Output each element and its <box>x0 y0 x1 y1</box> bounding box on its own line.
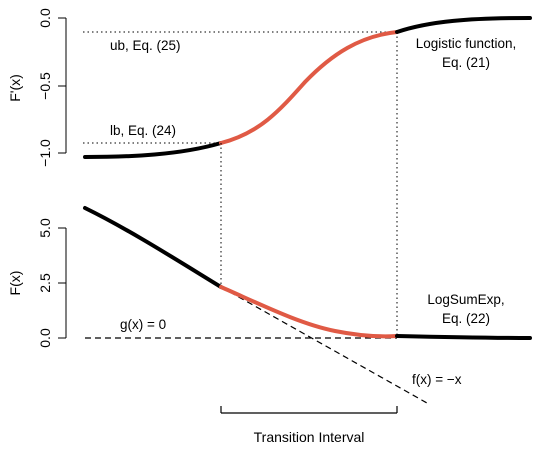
gx-zero-label: g(x) = 0 <box>120 317 166 332</box>
bottom-y-axis-title: F(x) <box>7 271 23 296</box>
top-panel: 0.0 −0.5 −1.0 F'(x) ub, Eq. (25) lb, Eq.… <box>7 8 532 167</box>
bottom-panel: 5.0 2.5 0.0 F(x) g(x) = 0 f(x) = −x LogS… <box>7 206 532 404</box>
bracket-label: Transition Interval <box>254 429 365 445</box>
fx-neg-x-line <box>220 286 428 404</box>
bottom-y-tick-label-1: 2.5 <box>37 273 53 293</box>
logsumexp-label-line1: LogSumExp, <box>427 292 504 307</box>
lb-label: lb, Eq. (24) <box>110 123 176 138</box>
logistic-label-line1: Logistic function, <box>416 36 517 51</box>
top-curve-right <box>395 16 532 34</box>
top-y-tick-label-0: 0.0 <box>37 8 53 28</box>
ub-label: ub, Eq. (25) <box>110 38 181 53</box>
fx-neg-x-label: f(x) = −x <box>412 372 462 387</box>
top-y-axis-title: F'(x) <box>7 74 23 102</box>
bottom-y-tick-label-0: 5.0 <box>37 218 53 238</box>
bottom-y-tick-label-2: 0.0 <box>37 328 53 348</box>
logistic-label-line2: Eq. (21) <box>442 55 490 70</box>
bottom-curve-transition <box>219 285 399 339</box>
top-curve-transition <box>219 30 399 145</box>
top-y-tick-label-2: −1.0 <box>37 139 53 167</box>
logsumexp-label-line2: Eq. (22) <box>442 311 490 326</box>
bottom-curve-left <box>83 206 223 289</box>
top-curve-left <box>83 141 223 159</box>
transition-bracket: Transition Interval <box>220 406 398 445</box>
top-y-tick-label-1: −0.5 <box>37 72 53 100</box>
bottom-curve-right <box>395 334 532 340</box>
